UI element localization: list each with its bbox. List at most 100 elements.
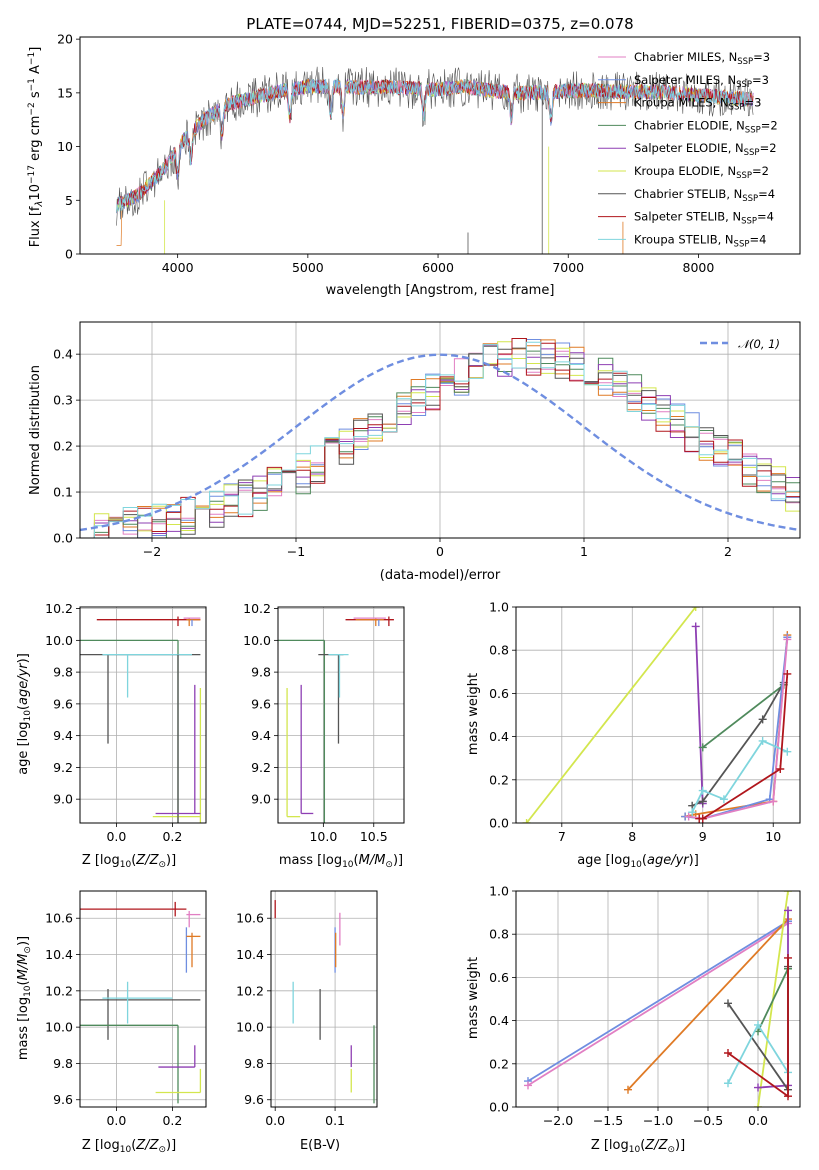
- wAge-ytick-label: 0.6: [489, 686, 509, 701]
- massZ-ytick-label: 10.0: [45, 1020, 73, 1035]
- figure-title: PLATE=0744, MJD=52251, FIBERID=0375, z=0…: [246, 15, 633, 33]
- spectrum-legend: Chabrier MILES, NSSP=3 Salpeter MILES, NS…: [598, 50, 778, 249]
- residuals-ytick-label: 0.4: [53, 347, 73, 362]
- wZ-marker: [724, 999, 732, 1008]
- massE-xtick-label: 0.0: [265, 1113, 285, 1128]
- spectrum-xtick-label: 7000: [552, 260, 584, 275]
- wZ-series-line: [527, 922, 789, 1087]
- spectrum-xtick-label: 5000: [292, 260, 324, 275]
- wAge-frame: [515, 606, 801, 824]
- massE-ytick-label: 9.6: [244, 1092, 264, 1107]
- gaussian-curve: [80, 353, 800, 532]
- wAge-marker: [698, 743, 707, 752]
- wZ-marker: [754, 1020, 762, 1029]
- weight-vs-Z-ylabel: mass weight: [466, 957, 481, 1039]
- ageZ-frame: [79, 606, 207, 824]
- wAge-series-line: [702, 684, 785, 749]
- massE-ytick-label: 10.2: [236, 983, 264, 998]
- spectrum-ytick-label: 10: [57, 139, 73, 154]
- massZ-xtick-label: 0.0: [106, 1113, 126, 1128]
- wZ-ytick-label: 0.4: [489, 1013, 509, 1028]
- wZ-ytick-label: 0.8: [489, 927, 509, 942]
- legend-label-chabrier_miles: Chabrier MILES, NSSP=3: [634, 50, 770, 67]
- wAge-ytick-label: 0.2: [489, 772, 509, 787]
- spectrum-panel: wavelength [Angstrom, rest frame] Flux […: [27, 47, 554, 298]
- ageM-ytick-label: 9.4: [251, 728, 271, 743]
- legend-rest: =4: [757, 210, 774, 224]
- legend-sub: SSP: [737, 57, 753, 67]
- spectrum-ytick-label: 0: [65, 247, 73, 262]
- massE-ytick-label: 10.0: [236, 1020, 264, 1035]
- legend-rest: =2: [760, 141, 777, 155]
- wAge-marker: [698, 814, 707, 823]
- wAge-marker: [783, 747, 792, 756]
- residuals-ylabel: Normed distribution: [28, 365, 43, 495]
- residuals-xtick-label: 2: [724, 544, 732, 559]
- wAge-marker: [684, 812, 693, 821]
- ageZ-ytick-label: 9.0: [53, 792, 73, 807]
- residuals-frame: [79, 321, 801, 539]
- mass-vs-ebv-xlabel: E(B-V): [300, 1138, 340, 1153]
- wZ-xtick-label: −1.0: [643, 1113, 673, 1128]
- wZ-marker: [524, 1081, 532, 1090]
- wZ-series-line: [527, 920, 789, 1082]
- wAge-marker: [783, 635, 792, 644]
- massZ-ytick-label: 10.4: [45, 947, 73, 962]
- wZ-marker: [724, 1079, 732, 1088]
- mass-vs-Z-panel: Z [log10(Z/Z⊙)] mass [log10(M/M⊙)]: [16, 936, 176, 1155]
- wAge-series-line: [691, 682, 785, 807]
- wZ-marker: [784, 891, 792, 895]
- spectrum-axes: 4000 5000 6000 7000 8000 0 5 10 15 20: [57, 32, 714, 275]
- wZ-marker: [724, 1049, 732, 1057]
- mass-vs-ebv-panel: E(B-V): [300, 1138, 340, 1153]
- spectrum-xtick-label: 8000: [683, 260, 715, 275]
- ageZ-ytick-label: 9.8: [53, 665, 73, 680]
- ageZ-ytick-label: 10.2: [45, 601, 73, 616]
- hist-series-kroupa_stelib: [80, 341, 800, 538]
- wAge-marker: [719, 795, 728, 804]
- spectrum-ytick-label: 5: [65, 193, 73, 208]
- wZ-axes: −2.0 −1.5 −1.0 −0.5 0.0 0.0 0.2 0.4 0.6 0.8 1.0: [489, 884, 800, 1128]
- weight-vs-age-ylabel: mass weight: [466, 673, 481, 755]
- legend-label-salpeter_elodie: Salpeter ELODIE, NSSP=2: [634, 141, 777, 158]
- age-vs-Z-xlabel: Z [log10(Z/Z⊙)]: [82, 853, 176, 870]
- wZ-marker: [784, 953, 792, 962]
- legend-rest: =4: [758, 187, 775, 201]
- wZ-xtick-label: 0.0: [748, 1113, 768, 1128]
- ageZ-ytick-label: 9.4: [53, 728, 73, 743]
- massE-ytick-label: 10.6: [236, 911, 264, 926]
- ageM-frame: [277, 606, 405, 824]
- legend-label-kroupa_stelib: Kroupa STELIB, NSSP=4: [634, 232, 766, 249]
- wAge-ytick-label: 0.4: [489, 729, 509, 744]
- wZ-marker: [754, 1083, 762, 1092]
- wAge-marker: [522, 819, 531, 823]
- legend-sub: SSP: [734, 239, 750, 249]
- ageM-ytick-label: 9.8: [251, 665, 271, 680]
- ageM-ytick-label: 10.2: [243, 601, 271, 616]
- ageM-ytick-label: 10.0: [243, 633, 271, 648]
- wAge-marker: [783, 669, 792, 678]
- residuals-ytick-label: 0.2: [53, 439, 73, 454]
- massZ-ytick-label: 10.6: [45, 911, 73, 926]
- ageM-axes: 10.0 10.5 9.0 9.2 9.4 9.6 9.8 10.0 10.2: [243, 601, 404, 844]
- wZ-ytick-label: 1.0: [489, 884, 509, 899]
- residuals-xtick-label: −2: [143, 544, 161, 559]
- massE-ytick-label: 10.4: [236, 947, 264, 962]
- ageM-ytick-label: 9.0: [251, 792, 271, 807]
- legend-rest: =2: [761, 118, 778, 132]
- weight-vs-age-panel: age [log10(age/yr)] mass weight: [466, 673, 699, 870]
- wAge-marker: [691, 607, 700, 611]
- spectrum-ytick-label: 20: [57, 32, 73, 47]
- mass-vs-Z-xlabel: Z [log10(Z/Z⊙)]: [82, 1138, 176, 1155]
- age-vs-mass-panel: mass [log10(M/M⊙)]: [279, 853, 403, 870]
- wZ-series-line: [627, 918, 789, 1091]
- massE-ytick-label: 9.8: [244, 1056, 264, 1071]
- massZ-xtick-label: 0.2: [162, 1113, 182, 1128]
- wZ-ytick-label: 0.6: [489, 970, 509, 985]
- legend-sub: SSP: [729, 103, 745, 113]
- legend-rest: =3: [752, 73, 769, 87]
- ageM-xtick-label: 10.5: [360, 829, 388, 844]
- wZ-marker: [784, 1092, 792, 1101]
- ageM-xtick-label: 10.0: [309, 829, 337, 844]
